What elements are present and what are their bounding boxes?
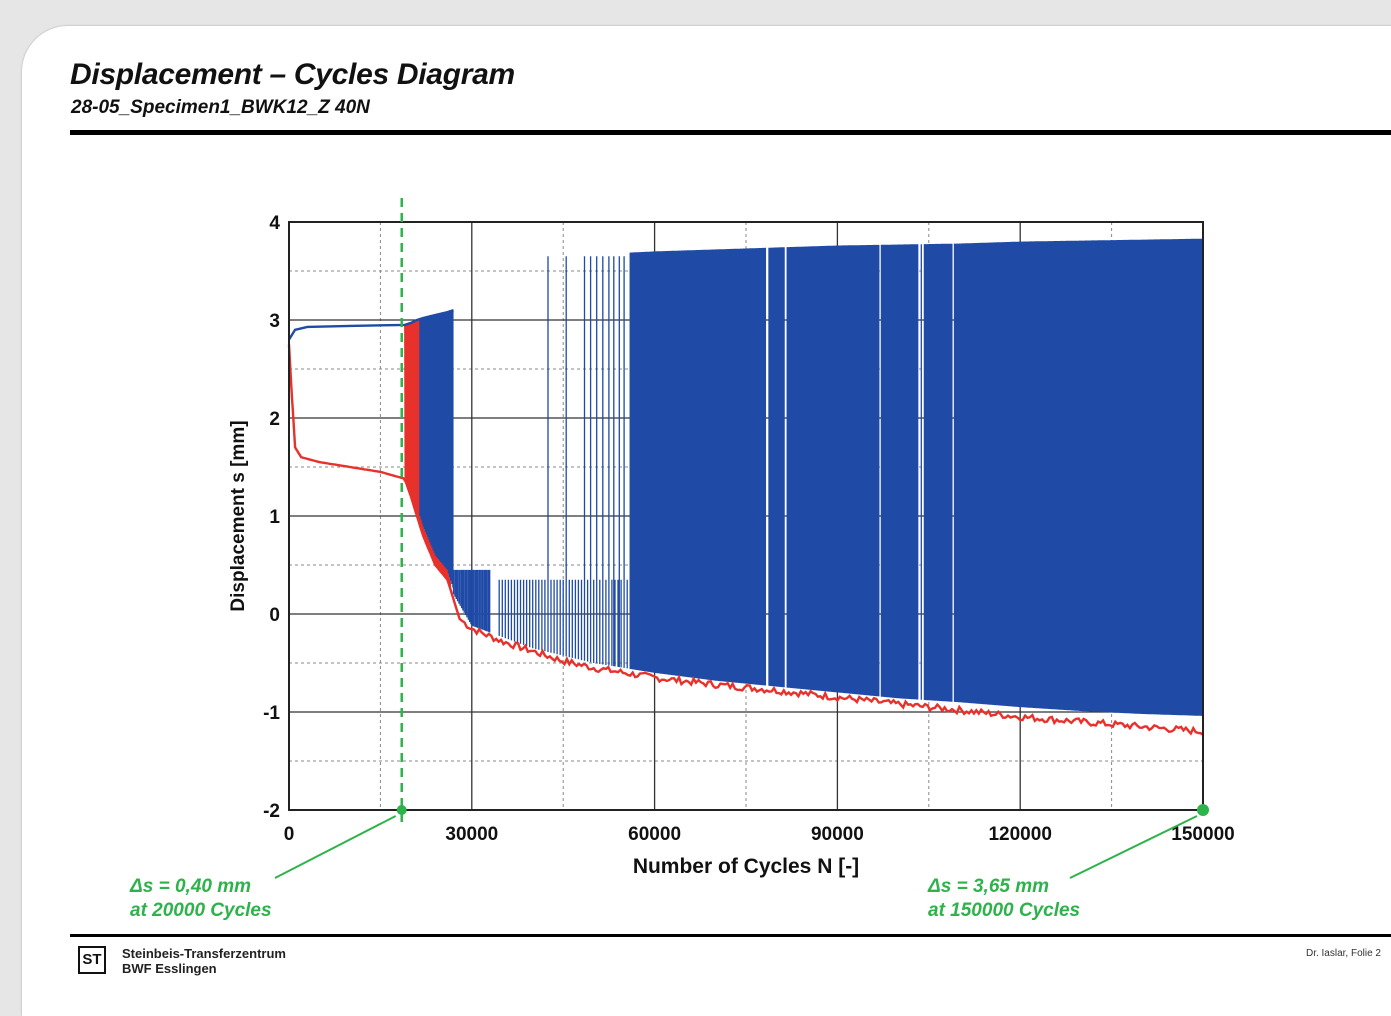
y-tick-label: 2 [269,409,280,430]
right-annotation-point [1197,804,1209,816]
footer-divider [70,934,1391,937]
x-tick-label: 0 [284,824,295,845]
page-subtitle: 28-05_Specimen1_BWK12_Z 40N [71,97,370,118]
upper-displacement-line [287,309,454,341]
displacement-cycles-chart: 0 30000 60000 90000 120000 150000 -2 -1 0 1 2 3 4 Nu… [129,198,1235,921]
annotation-left-line2: at 20000 Cycles [130,900,272,921]
y-tick-label: 3 [269,311,280,332]
y-tick-label: -1 [263,703,280,724]
x-tick-label: 60000 [628,824,681,845]
annotation-right-line1: Δs = 3,65 mm [927,876,1049,897]
header-divider [70,130,1391,135]
y-axis-label: Displacement s [mm] [228,420,249,611]
left-annotation-point [396,805,407,815]
blue-oscillation-band [419,238,1204,716]
footer-page-number: Dr. Iaslar, Folie 2 [1305,948,1381,959]
left-annotation-arrow [274,815,397,879]
x-tick-label: 30000 [445,824,498,845]
y-tick-label: 1 [269,507,280,528]
chart-oscillation-band [404,238,1204,716]
chart-series-lines [287,309,1204,736]
chart-annotation-markers [274,198,1209,879]
x-tick-label: 150000 [1171,824,1234,845]
x-tick-label: 90000 [811,824,864,845]
lower-displacement-line [287,344,1204,736]
y-tick-label: -2 [263,801,280,822]
annotation-right-line2: at 150000 Cycles [928,900,1080,921]
right-annotation-arrow [1069,815,1198,879]
footer-org-line2: BWF Esslingen [122,961,217,976]
footer-org-line1: Steinbeis-Transferzentrum [122,946,286,961]
steinbeis-logo-icon: ST [78,946,106,974]
chart-tick-labels: 0 30000 60000 90000 120000 150000 -2 -1 0 1 2 3 4 [263,213,1235,845]
y-tick-label: 4 [269,213,280,234]
footer-organization: Steinbeis-Transferzentrum BWF Esslingen [122,946,286,976]
annotation-left-line1: Δs = 0,40 mm [129,876,251,897]
y-tick-label: 0 [269,605,280,626]
plot-area-frame [288,221,1204,811]
x-axis-label: Number of Cycles N [-] [633,855,859,878]
page-title: Displacement – Cycles Diagram [70,58,515,91]
x-tick-label: 120000 [988,824,1051,845]
